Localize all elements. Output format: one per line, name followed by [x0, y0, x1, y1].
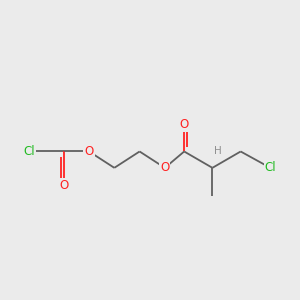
Text: Cl: Cl	[265, 161, 276, 174]
Text: O: O	[160, 161, 170, 174]
Text: H: H	[214, 146, 222, 156]
Text: O: O	[59, 179, 68, 192]
Text: O: O	[84, 145, 94, 158]
Text: O: O	[180, 118, 189, 131]
Text: Cl: Cl	[24, 145, 35, 158]
